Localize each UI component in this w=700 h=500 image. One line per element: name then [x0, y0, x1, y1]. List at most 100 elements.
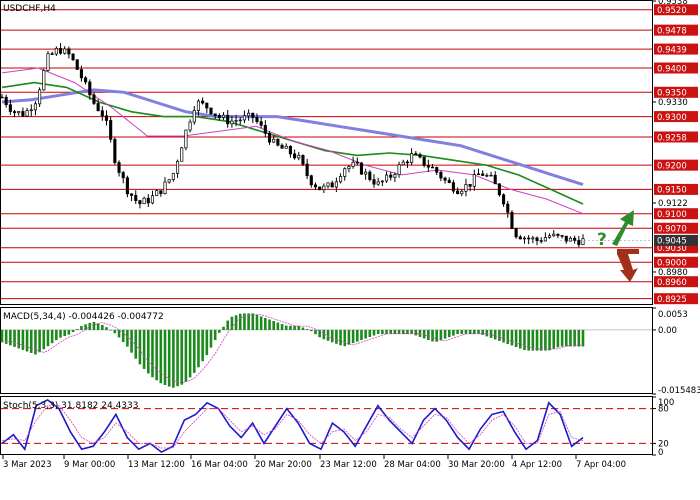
candle-body [167, 179, 171, 183]
level-label: 0.9350 [657, 89, 687, 99]
current-price-box [654, 234, 698, 246]
level-label-box [654, 208, 698, 220]
macd-bar [364, 329, 367, 339]
macd-bar [305, 329, 309, 330]
macd-bar [142, 329, 146, 369]
candle-body [305, 163, 309, 177]
macd-bar [259, 316, 263, 330]
candle-body [33, 103, 37, 111]
bullish-arrow-icon [612, 210, 634, 246]
candle-body [267, 132, 272, 143]
level-label-box [654, 256, 698, 268]
question-mark: ? [597, 230, 607, 250]
level-label: 0.9070 [657, 225, 687, 235]
candle-body [226, 114, 230, 125]
candle-body [196, 100, 201, 111]
macd-bar [50, 329, 54, 344]
candle-body [46, 53, 50, 71]
candle-body [435, 167, 439, 173]
candle-body [418, 154, 422, 158]
candle-body [539, 240, 543, 242]
macd-bar [376, 329, 380, 335]
macd-bar [452, 329, 455, 336]
macd-bar [510, 329, 514, 346]
candle-body [514, 228, 518, 238]
macd-bar [255, 314, 259, 330]
macd-bar [96, 323, 100, 330]
candle-body [146, 197, 150, 204]
candle-body [531, 237, 535, 240]
candle-body [142, 197, 146, 205]
candle-body [67, 48, 71, 55]
level-label: 0.9150 [657, 186, 687, 196]
candle-body [155, 190, 159, 197]
macd-bar [527, 329, 530, 351]
candle-body [339, 176, 343, 183]
candle-body [188, 121, 192, 131]
macd-bar [59, 329, 62, 338]
candle-body [113, 138, 117, 163]
candle-body [63, 48, 67, 54]
candle-body [543, 237, 547, 242]
macd-bar [397, 329, 401, 335]
macd-bar [243, 313, 246, 330]
stoch-line-signal [1, 405, 584, 449]
macd-bar [481, 329, 484, 335]
macd-bar [188, 329, 192, 378]
macd-bar [330, 329, 334, 343]
macd-bar [489, 329, 493, 338]
level-label-box [654, 43, 698, 55]
macd-bar [439, 329, 443, 341]
macd-bar [468, 329, 472, 335]
candle-body [238, 119, 242, 122]
candle-body [451, 182, 455, 192]
candle-body [117, 162, 121, 173]
macd-bar [289, 325, 292, 330]
macd-bar [351, 329, 355, 344]
candles [0, 43, 585, 248]
candle-body [284, 145, 288, 149]
candle-body [159, 190, 163, 194]
time-tick-label: 30 Mar 20:00 [448, 460, 505, 470]
macd-bar [25, 329, 29, 352]
macd-bar [138, 329, 142, 365]
macd-bar [293, 325, 296, 330]
level-label-box [654, 293, 698, 305]
macd-bar [560, 329, 564, 347]
time-tick-label: 16 Mar 04:00 [191, 460, 248, 470]
candle-body [376, 181, 380, 185]
stoch-tick-label: 100 [658, 398, 674, 408]
level-label-box [654, 131, 698, 143]
candle-body [184, 129, 188, 149]
candle-body [506, 203, 510, 213]
macd-bar [514, 329, 518, 348]
macd-axis: 0.0053 0.00 -0.015483 [652, 307, 700, 396]
candle-body [247, 112, 251, 117]
candle-body [401, 161, 405, 166]
macd-bar [55, 329, 58, 341]
time-tick-label: 23 Mar 12:00 [320, 460, 377, 470]
candle-body [38, 89, 42, 105]
macd-bar [435, 329, 439, 342]
candle-body [4, 96, 8, 106]
candle-body [301, 155, 305, 165]
macd-bar [284, 325, 288, 330]
macd-bar [130, 329, 133, 353]
macd-bar [431, 329, 434, 342]
level-label-box [654, 86, 698, 98]
macd-signal-line [2, 314, 583, 384]
candle-body [493, 174, 497, 185]
macd-bar [205, 329, 209, 356]
candle-body [242, 115, 246, 121]
macd-bar [310, 329, 313, 332]
macd-tick-label: -0.015483 [658, 386, 700, 396]
candle-body [96, 103, 100, 112]
macd-tick-label: 0.00 [658, 326, 677, 336]
macd-bar [347, 329, 351, 345]
level-label-box [654, 4, 698, 16]
level-label-box [654, 159, 698, 171]
macd-bar [146, 329, 150, 374]
candle-body [581, 238, 585, 245]
time-tick-label: 28 Mar 04:00 [384, 460, 441, 470]
level-label: 0.8960 [657, 278, 687, 288]
